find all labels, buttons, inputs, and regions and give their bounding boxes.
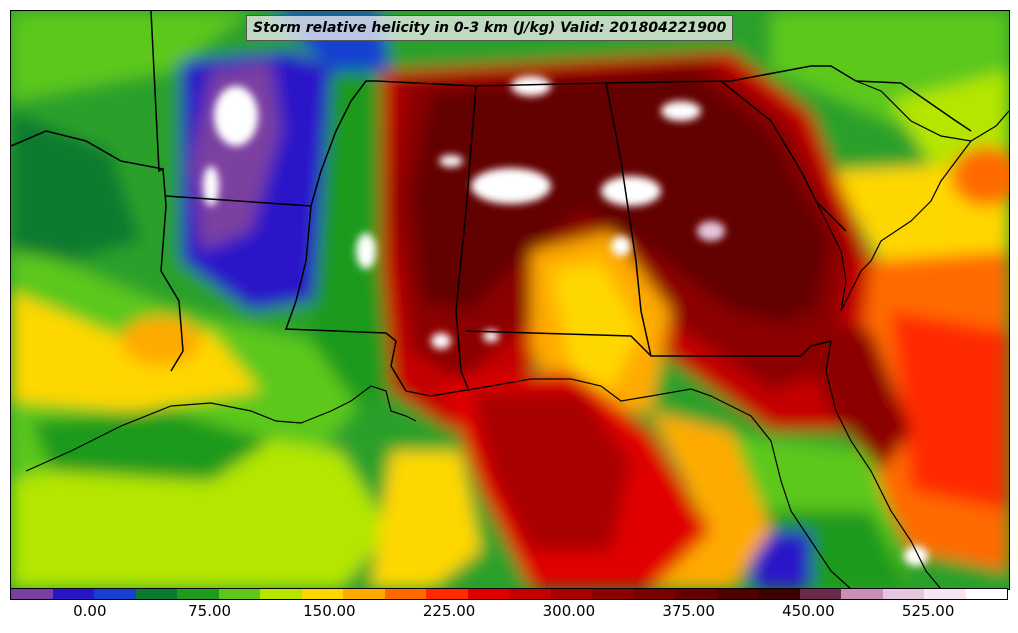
colorbar-labels: 0.00 75.00 150.00 225.00 300.00 375.00 450.00 5… (10, 602, 1008, 624)
colorbar-swatch (11, 589, 53, 599)
colorbar-swatch (550, 589, 592, 599)
colorbar-swatch (799, 589, 841, 599)
colorbar-swatch (343, 589, 385, 599)
colorbar-swatch (301, 589, 343, 599)
colorbar-swatch (924, 589, 966, 599)
colorbar-swatch (135, 589, 177, 599)
colorbar-swatch (426, 589, 468, 599)
colorbar-swatch (509, 589, 551, 599)
colorbar-swatch (467, 589, 509, 599)
colorbar-swatch (633, 589, 675, 599)
colorbar-tick-label: 75.00 (188, 602, 232, 620)
colorbar-tick-label: 0.00 (73, 602, 107, 620)
colorbar-tick-label: 375.00 (662, 602, 715, 620)
map-frame (10, 10, 1010, 590)
colorbar-swatch (675, 589, 717, 599)
colorbar-swatch (218, 589, 260, 599)
colorbar-swatch (384, 589, 426, 599)
state-borders (11, 11, 972, 392)
colorbar-swatch (52, 589, 94, 599)
colorbar-swatch (882, 589, 924, 599)
colorbar (10, 588, 1008, 600)
colorbar-swatch (94, 589, 136, 599)
colorbar-swatch (177, 589, 219, 599)
colorbar-tick-label: 225.00 (422, 602, 476, 620)
colorbar-swatch (965, 589, 1007, 599)
colorbar-tick-label: 300.00 (542, 602, 596, 620)
colorbar-tick-label: 525.00 (901, 602, 955, 620)
helicity-field (11, 11, 1009, 589)
colorbar-swatch (716, 589, 758, 599)
coastline (25, 80, 1009, 589)
colorbar-swatch (841, 589, 883, 599)
colorbar-tick-label: 450.00 (782, 602, 835, 620)
helicity-map (11, 11, 1009, 589)
helicity-peaks (203, 76, 928, 566)
colorbar-swatch (758, 589, 800, 599)
colorbar-tick-label: 150.00 (303, 602, 356, 620)
colorbar-swatch (592, 589, 634, 599)
colorbar-swatch (260, 589, 302, 599)
map-title: Storm relative helicity in 0-3 km (J/kg)… (246, 15, 734, 41)
